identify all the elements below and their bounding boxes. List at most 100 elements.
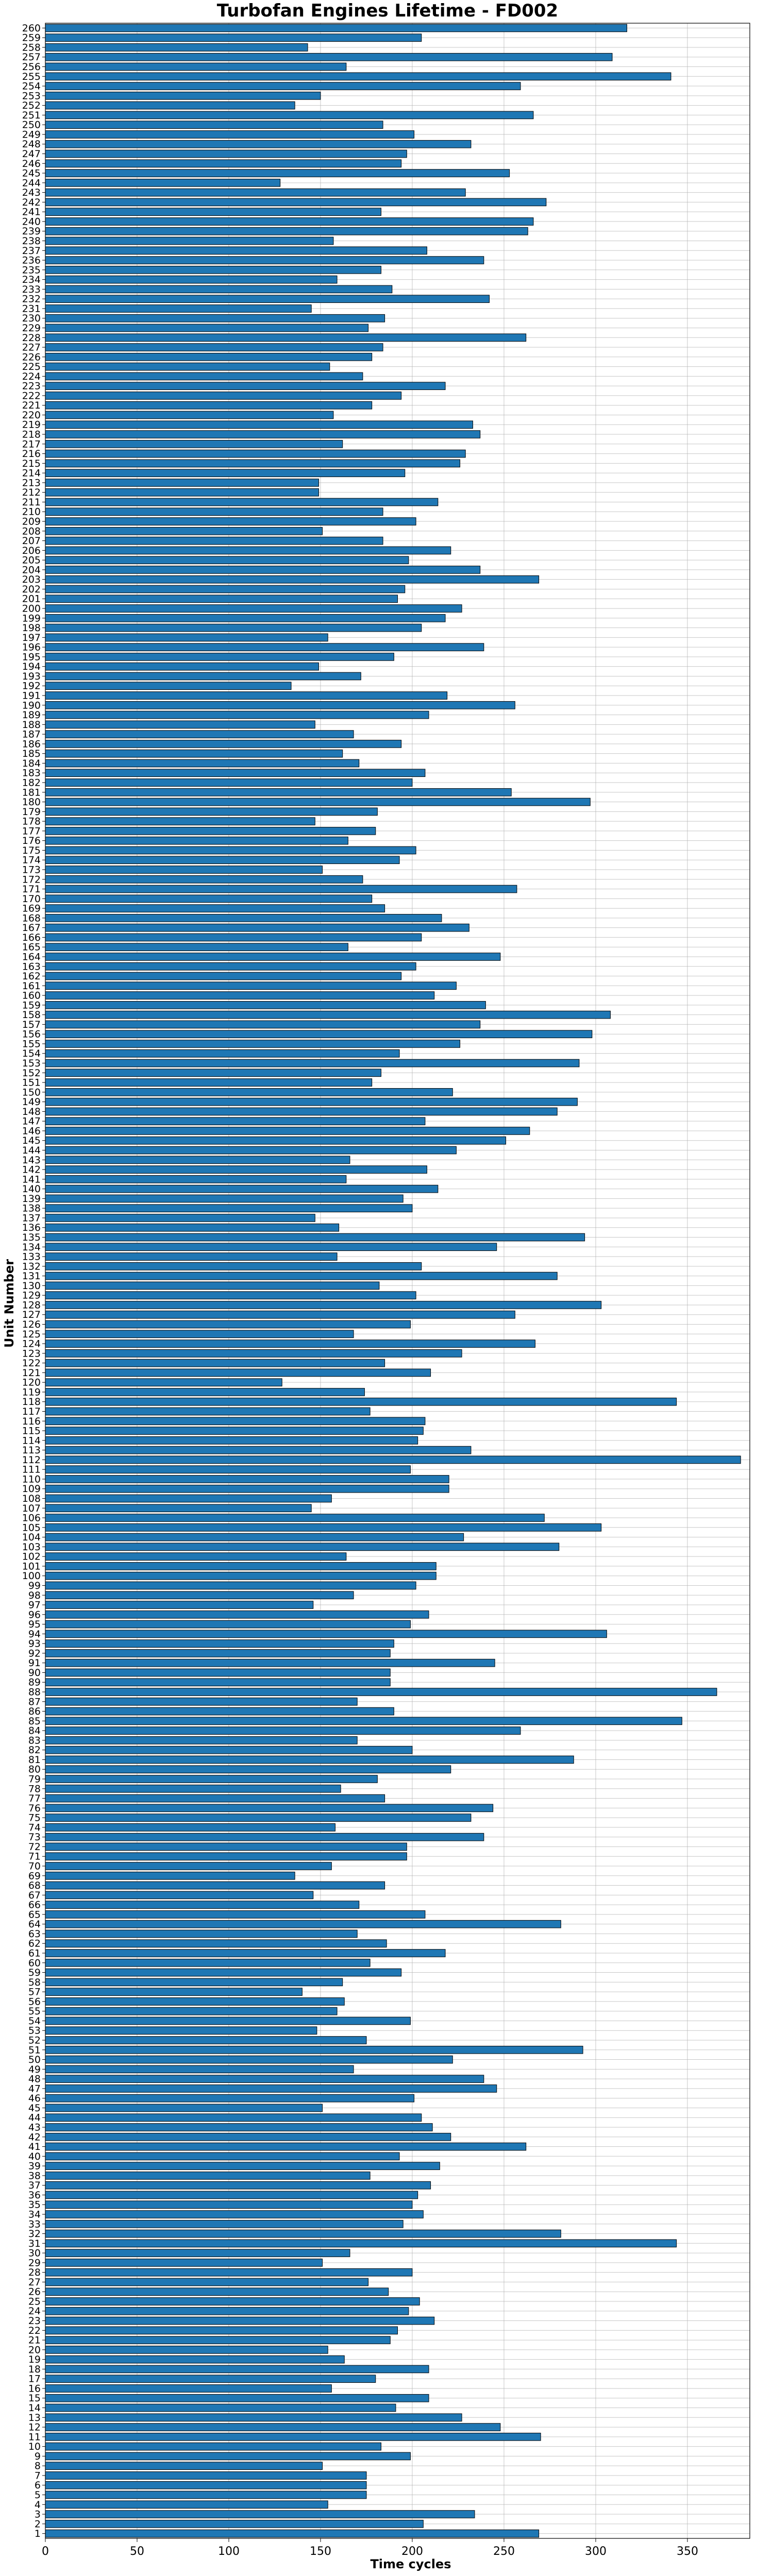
bar-unit-108 <box>45 1494 332 1503</box>
bar-unit-106 <box>45 1514 545 1522</box>
bar-unit-95 <box>45 1620 411 1629</box>
bar-unit-132 <box>45 1262 422 1270</box>
y-tick-label: 115 <box>22 1426 41 1437</box>
y-tick-label: 118 <box>22 1396 41 1408</box>
y-tick-label: 79 <box>28 1774 41 1785</box>
bar-unit-57 <box>45 1988 303 1996</box>
y-tick-label: 123 <box>22 1348 41 1359</box>
bar-unit-175 <box>45 846 416 855</box>
y-tick-label: 205 <box>22 555 41 566</box>
y-tick-label: 162 <box>22 971 41 982</box>
bar-unit-182 <box>45 778 413 787</box>
bar-unit-234 <box>45 275 338 284</box>
bar-unit-58 <box>45 1978 343 1987</box>
y-tick-label: 9 <box>35 2451 41 2462</box>
bar-unit-123 <box>45 1349 462 1358</box>
y-tick-label: 253 <box>22 90 41 101</box>
y-tick-label: 241 <box>22 207 41 218</box>
bar-unit-252 <box>45 101 295 110</box>
bar-unit-226 <box>45 352 373 361</box>
y-tick-label: 36 <box>28 2190 41 2201</box>
y-tick-label: 198 <box>22 622 41 634</box>
y-tick-label: 114 <box>22 1435 41 1446</box>
y-tick-label: 24 <box>28 2306 41 2317</box>
y-tick-label: 196 <box>22 642 41 653</box>
bar-unit-15 <box>45 2394 429 2402</box>
bar-unit-47 <box>45 2084 497 2093</box>
bar-unit-148 <box>45 1107 558 1116</box>
bar-unit-241 <box>45 208 381 216</box>
y-tick-label: 211 <box>22 497 41 508</box>
bar-unit-111 <box>45 1465 411 1473</box>
y-tick-label: 235 <box>22 264 41 276</box>
y-tick-label: 120 <box>22 1377 41 1388</box>
bar-unit-56 <box>45 1997 345 2006</box>
y-tick-label: 70 <box>28 1861 41 1872</box>
bar-unit-164 <box>45 953 501 961</box>
bar-unit-176 <box>45 836 348 845</box>
y-tick-label: 87 <box>28 1696 41 1707</box>
bar-unit-18 <box>45 2365 429 2374</box>
x-tick-label: 350 <box>677 2545 698 2558</box>
bar-unit-212 <box>45 488 319 497</box>
y-tick-label: 19 <box>28 2354 41 2365</box>
y-tick-label: 38 <box>28 2170 41 2181</box>
bar-unit-158 <box>45 1010 611 1019</box>
bar-unit-237 <box>45 246 427 255</box>
bar-unit-208 <box>45 527 323 535</box>
bar-unit-236 <box>45 256 484 264</box>
bar-unit-76 <box>45 1804 494 1812</box>
y-tick-label: 207 <box>22 535 41 547</box>
bar-unit-21 <box>45 2336 391 2344</box>
bar-unit-89 <box>45 1678 391 1687</box>
y-tick-label: 109 <box>22 1483 41 1495</box>
y-tick-label: 131 <box>22 1270 41 1282</box>
bar-unit-147 <box>45 1117 426 1126</box>
x-tick-label: 150 <box>310 2545 331 2558</box>
y-tick-label: 51 <box>28 2044 41 2056</box>
bar-unit-63 <box>45 1929 358 1938</box>
bar-unit-215 <box>45 459 461 468</box>
y-tick-label: 57 <box>28 1987 41 1998</box>
y-tick-label: 199 <box>22 613 41 624</box>
bar-unit-32 <box>45 2229 561 2238</box>
bar-unit-124 <box>45 1340 535 1348</box>
bar-unit-217 <box>45 439 343 448</box>
bar-unit-162 <box>45 972 402 980</box>
y-tick-label: 74 <box>28 1822 41 1833</box>
bar-unit-228 <box>45 333 527 342</box>
y-tick-label: 27 <box>28 2277 41 2288</box>
y-tick-label: 88 <box>28 1687 41 1698</box>
bar-unit-180 <box>45 798 591 806</box>
bar-unit-245 <box>45 169 510 177</box>
y-tick-label: 192 <box>22 681 41 692</box>
bar-unit-55 <box>45 2007 338 2015</box>
y-tick-label: 84 <box>28 1725 41 1737</box>
y-tick-label: 237 <box>22 245 41 257</box>
y-tick-label: 32 <box>28 2228 41 2240</box>
y-tick-label: 230 <box>22 313 41 324</box>
bar-unit-152 <box>45 1069 381 1077</box>
bar-unit-51 <box>45 2045 583 2054</box>
bar-unit-35 <box>45 2200 413 2209</box>
bar-unit-112 <box>45 1455 741 1464</box>
y-tick-label: 167 <box>22 922 41 934</box>
bar-unit-14 <box>45 2403 396 2412</box>
bar-unit-153 <box>45 1059 580 1067</box>
bar-unit-165 <box>45 943 348 952</box>
bar-unit-240 <box>45 217 534 226</box>
bar-unit-64 <box>45 1920 561 1928</box>
y-tick-label: 112 <box>22 1454 41 1466</box>
bar-unit-224 <box>45 372 363 381</box>
bar-unit-206 <box>45 546 451 555</box>
y-tick-label: 209 <box>22 516 41 528</box>
y-tick-label: 5 <box>35 2489 41 2501</box>
bar-unit-114 <box>45 1436 418 1445</box>
bar-unit-172 <box>45 875 363 884</box>
bar-unit-75 <box>45 1814 472 1822</box>
bar-unit-133 <box>45 1252 338 1261</box>
y-tick-label: 216 <box>22 448 41 460</box>
y-tick-label: 202 <box>22 584 41 595</box>
bar-unit-98 <box>45 1591 354 1600</box>
y-tick-label: 252 <box>22 100 41 111</box>
